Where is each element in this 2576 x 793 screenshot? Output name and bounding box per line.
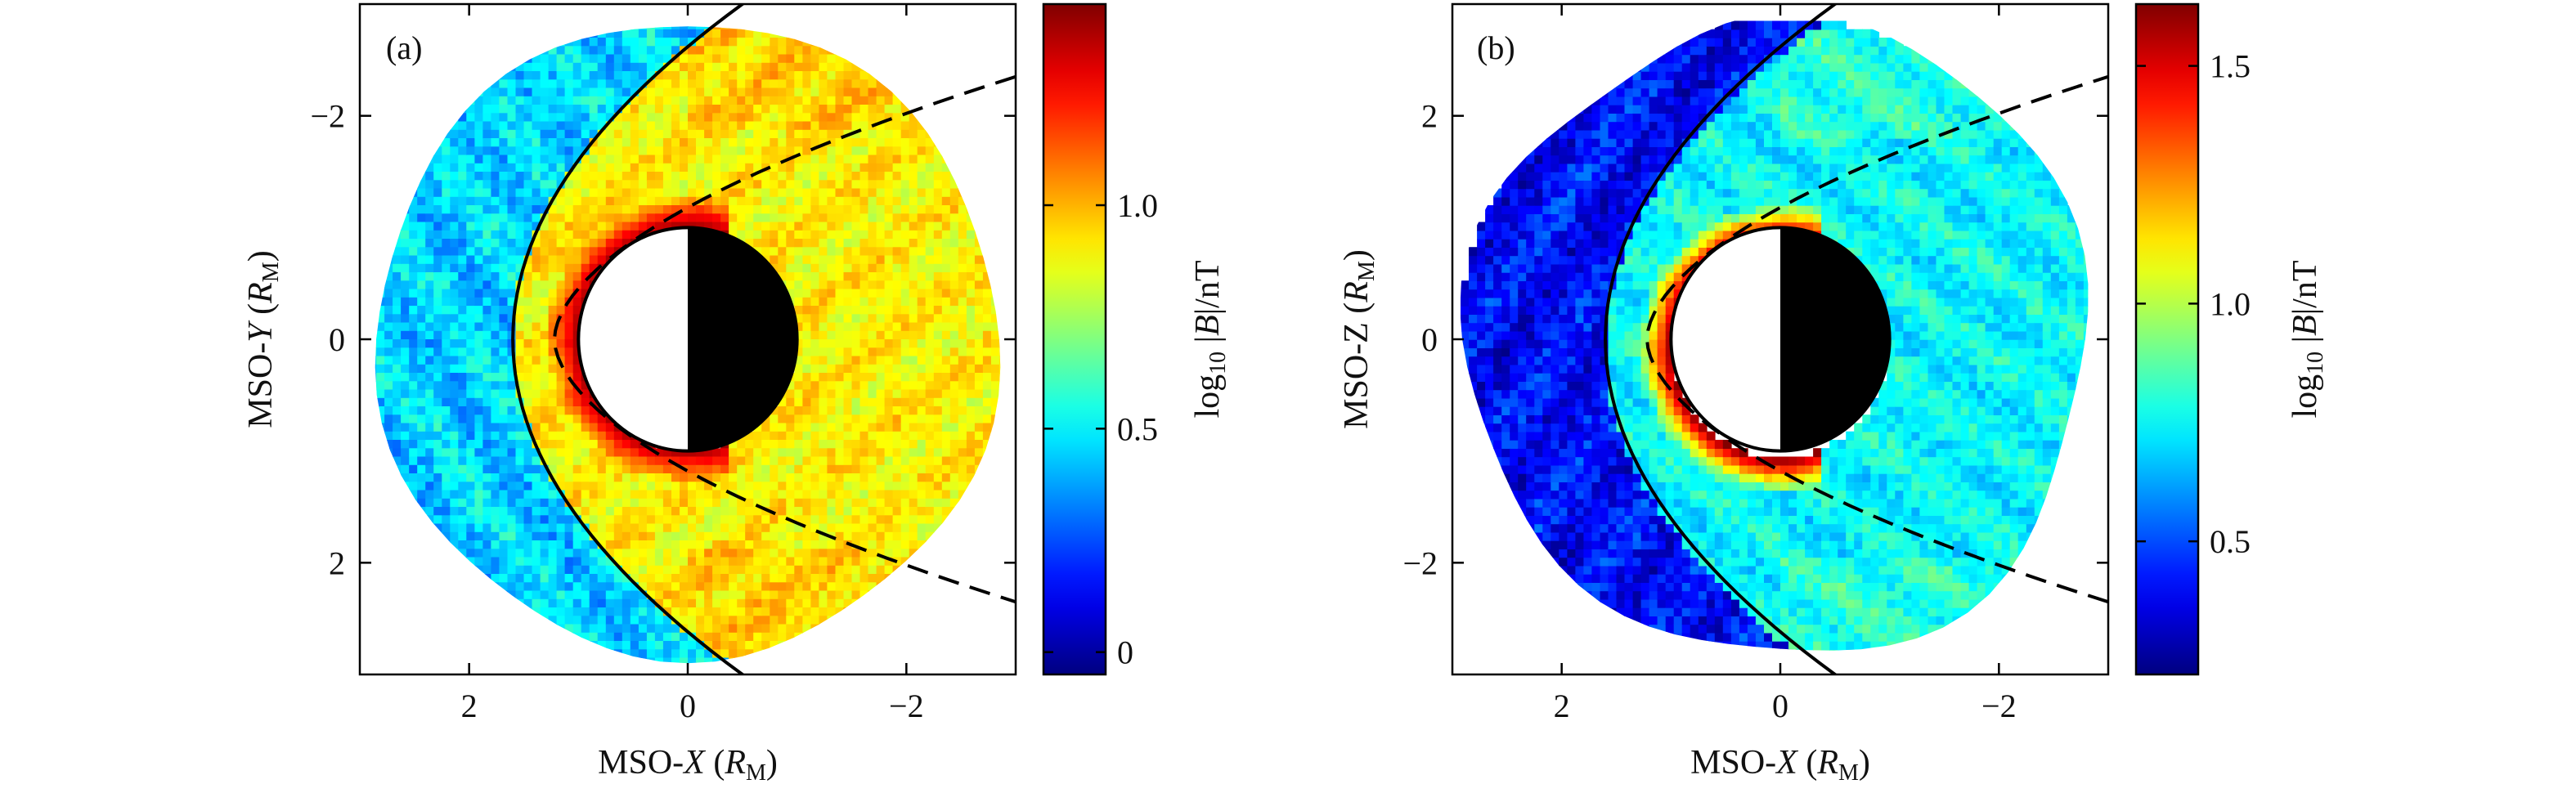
y-axis-label-a: MSO-Y (RM): [242, 250, 284, 428]
y-tick-label: 0: [1421, 321, 1438, 358]
x-tick-label: −2: [889, 688, 924, 724]
colorbar-tick-label: 0: [1117, 634, 1133, 671]
x-axis-label-b: MSO-X (RM): [1690, 744, 1870, 786]
x-ticks-a: 2 0 −2: [461, 4, 924, 724]
planet-outline: [577, 226, 799, 453]
colorbar-a: 0 0.5 1.0 log10 |B|/nT: [1042, 2, 1231, 676]
planet-dayside: [578, 227, 688, 451]
y-axis-label-b: MSO-Z (RM): [1338, 249, 1380, 429]
bow-shock-line: [511, 4, 746, 674]
colorbar-tick-label: 0.5: [2210, 523, 2251, 560]
planet-b: [1669, 226, 1892, 453]
y-tick-label: 2: [329, 544, 345, 581]
planet-nightside: [688, 227, 797, 451]
x-ticks-b: 2 0 −2: [1554, 4, 2017, 724]
panel-label-b: (b): [1477, 29, 1515, 66]
colorbar-ticks-b: 0.5 1.0 1.5: [2136, 48, 2251, 560]
colorbar-label-a: log10 |B|/nT: [1189, 261, 1231, 419]
x-tick-label: −2: [1981, 688, 2017, 724]
colorbar-tick-label: 1.5: [2210, 48, 2251, 85]
bow-shock-line: [1604, 4, 1838, 674]
planet-dayside: [1671, 227, 1780, 451]
colorbar-tick-label: 1.0: [1117, 187, 1158, 224]
panel-label-a: (a): [386, 29, 422, 66]
boundaries-a: [511, 4, 1016, 674]
colorbar-label-b: log10 |B|/nT: [2287, 261, 2328, 419]
x-tick-label: 0: [680, 688, 696, 724]
panel-b: 2 0 −2 2 0 −2 (b) MSO-X (RM) MSO-Z (RM) 0.5 1…: [1338, 2, 2328, 786]
boundaries-b: [1604, 4, 2108, 674]
x-tick-label: 2: [461, 688, 478, 724]
y-ticks-a: −2 0 2: [310, 98, 1016, 581]
y-tick-label: −2: [310, 98, 345, 135]
x-axis-label-a: MSO-X (RM): [598, 744, 778, 786]
planet-nightside: [1780, 227, 1890, 451]
planet-outline: [1669, 226, 1892, 453]
x-tick-label: 2: [1554, 688, 1570, 724]
colorbar-b: 0.5 1.0 1.5 log10 |B|/nT: [2134, 2, 2328, 676]
y-tick-label: −2: [1402, 544, 1438, 581]
y-tick-label: 2: [1421, 98, 1438, 135]
colorbar-tick-label: 1.0: [2210, 285, 2251, 322]
panel-a: 2 0 −2 −2 0 2 (a) MSO-X (RM) MSO-Y (RM) 0 0.5…: [242, 2, 1231, 786]
colorbar-tick-label: 0.5: [1117, 410, 1158, 447]
colorbar-ticks-a: 0 0.5 1.0: [1043, 187, 1158, 671]
y-ticks-b: 2 0 −2: [1402, 98, 2108, 581]
x-tick-label: 0: [1772, 688, 1788, 724]
planet-a: [577, 226, 799, 453]
y-tick-label: 0: [329, 321, 345, 358]
